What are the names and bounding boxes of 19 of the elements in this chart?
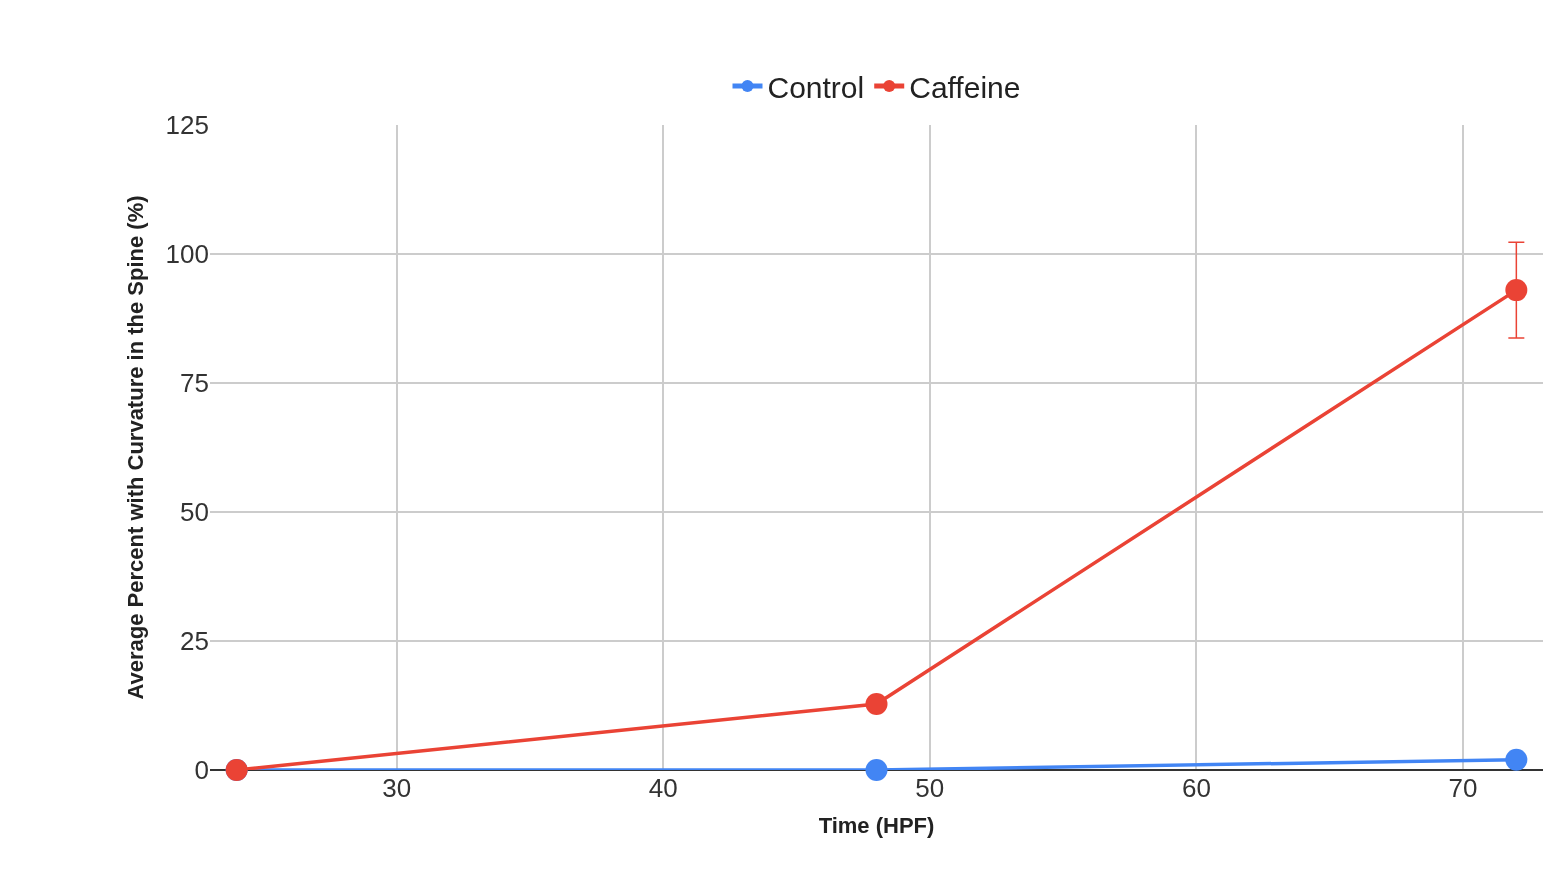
y-tick-label: 25 xyxy=(180,626,209,657)
y-axis-title: Average Percent with Curvature in the Spine (%) xyxy=(123,195,149,700)
x-tick-label: 70 xyxy=(1448,773,1478,803)
legend-label: Caffeine xyxy=(909,70,1021,104)
y-tick-label: 100 xyxy=(165,239,209,270)
y-tick-label: 125 xyxy=(165,110,209,141)
x-tick-label: 50 xyxy=(915,773,945,803)
x-tick-label: 30 xyxy=(382,773,412,803)
y-tick-label: 0 xyxy=(194,755,209,786)
y-tick-label: 75 xyxy=(180,368,209,399)
point xyxy=(865,759,888,781)
point xyxy=(865,692,888,715)
point xyxy=(1505,748,1528,771)
point xyxy=(1505,279,1528,302)
legend-label: Control xyxy=(767,70,865,104)
x-tick-label: 40 xyxy=(648,773,678,803)
x-axis-title: Time (HPF) xyxy=(818,812,935,838)
x-tick-label: 60 xyxy=(1181,773,1211,803)
y-tick-label: 50 xyxy=(180,497,209,528)
